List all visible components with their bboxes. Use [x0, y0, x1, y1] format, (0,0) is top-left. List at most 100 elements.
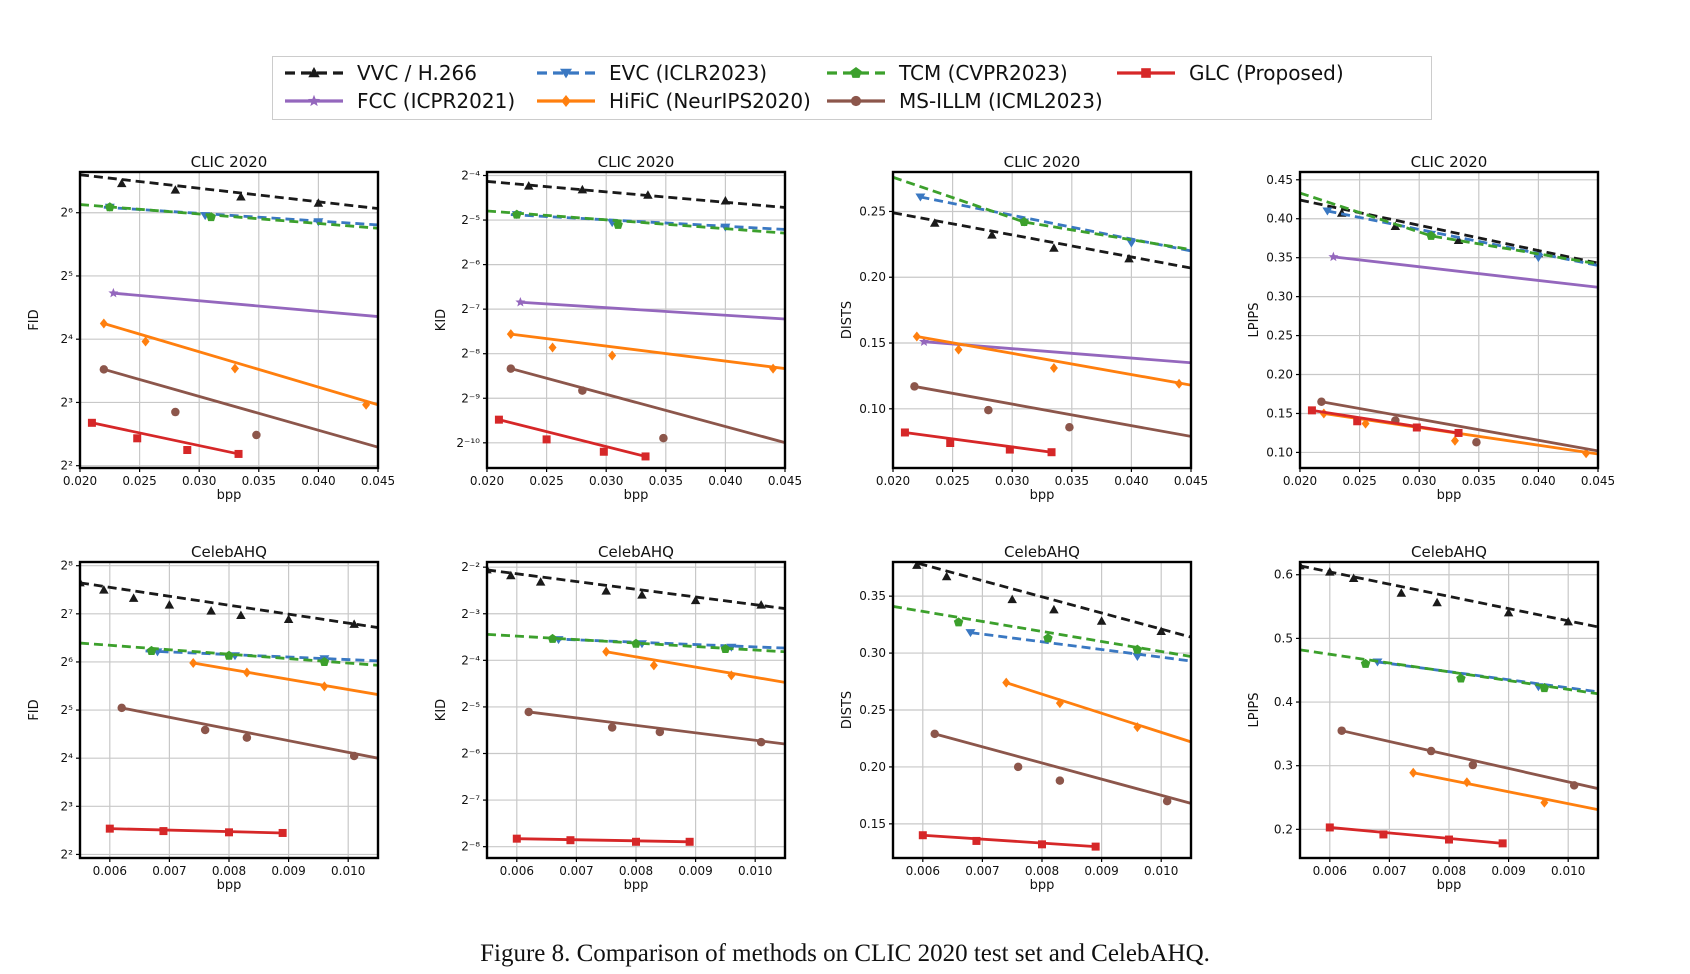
data-point-vvc-h-266	[506, 570, 516, 580]
data-point-ms-illm-icml2023	[578, 386, 587, 395]
data-point-vvc-h-266	[1396, 588, 1407, 597]
data-point-glc-proposed	[159, 827, 168, 836]
data-point-tcm-cvpr2023	[146, 645, 157, 655]
y-tick-label: 0.15	[1266, 406, 1293, 420]
series-group	[1300, 562, 1598, 848]
x-tick-label: 0.025	[1342, 474, 1376, 488]
series-group	[893, 175, 1191, 457]
series-line-evc-iclr2023	[552, 637, 785, 650]
y-tick-label: 0.15	[859, 817, 886, 831]
data-point-vvc-h-266	[236, 192, 246, 201]
data-point-hific-neurips2020	[1361, 418, 1370, 429]
legend-swatch	[827, 95, 885, 107]
series-group	[80, 577, 378, 837]
data-point-vvc-h-266	[637, 590, 647, 599]
data-point-glc-proposed	[1005, 445, 1014, 454]
legend-item-fcc-icpr2021: FCC (ICPR2021)	[281, 89, 515, 113]
series-line-evc-iclr2023	[510, 213, 785, 231]
series-line-evc-iclr2023	[103, 205, 378, 227]
y-tick-label: 2⁻⁶	[461, 747, 480, 761]
y-axis-label: KID	[434, 699, 449, 721]
data-point-vvc-h-266	[116, 178, 127, 188]
x-tick-label: 0.010	[331, 864, 365, 878]
y-tick-label: 0.30	[859, 646, 886, 660]
x-tick-label: 0.010	[738, 864, 772, 878]
data-point-evc-iclr2023	[1132, 652, 1143, 661]
data-point-vvc-h-266	[1096, 616, 1107, 625]
y-tick-label: 2⁶	[61, 655, 74, 669]
series-line-fcc-icpr2021	[113, 291, 378, 318]
series-line-glc-proposed	[498, 418, 646, 458]
data-point-glc-proposed	[1091, 842, 1100, 851]
y-tick-label: 2⁸	[61, 559, 74, 573]
y-tick-label: 2⁻⁹	[461, 391, 480, 405]
panel-celebahq-fid: 0.006 0.007 0.008 0.009 0.010 2² 2³ 2⁴ 2⁵ 2⁶ 2⁷ 2⁸ C…	[27, 543, 380, 893]
x-axis-label: bpp	[217, 878, 242, 893]
series-line-tcm-cvpr2023	[893, 605, 1191, 658]
data-point-hific-neurips2020	[1582, 448, 1591, 459]
data-point-glc-proposed	[234, 449, 243, 458]
data-point-hific-neurips2020	[189, 658, 198, 669]
legend-label: TCM (CVPR2023)	[899, 61, 1068, 85]
data-point-ms-illm-icml2023	[1317, 397, 1326, 407]
series-line-vvc-h-266	[907, 562, 1191, 639]
series-line-ms-illm-icml2023	[510, 367, 785, 444]
data-point-ms-illm-icml2023	[1065, 422, 1074, 432]
legend-item-evc-iclr2023: EVC (ICLR2023)	[533, 61, 767, 85]
series-line-glc-proposed	[1311, 408, 1459, 435]
data-point-tcm-cvpr2023	[1019, 216, 1029, 227]
data-point-glc-proposed	[512, 834, 521, 843]
x-tick-label: 0.006	[906, 864, 940, 878]
series-line-vvc-h-266	[487, 180, 785, 209]
series-line-glc-proposed	[91, 421, 239, 456]
data-point-glc-proposed	[685, 837, 694, 846]
data-point-ms-illm-icml2023	[242, 733, 252, 742]
y-tick-label: 2⁶	[61, 206, 74, 220]
data-point-vvc-h-266	[577, 184, 588, 194]
data-point-vvc-h-266	[1325, 567, 1335, 576]
y-tick-label: 0.35	[1266, 251, 1293, 265]
data-point-glc-proposed	[1047, 448, 1056, 457]
legend-swatch	[285, 94, 343, 107]
data-point-ms-illm-icml2023	[506, 364, 516, 373]
data-point-tcm-cvpr2023	[224, 650, 234, 660]
data-point-tcm-cvpr2023	[1426, 230, 1436, 240]
data-point-hific-neurips2020	[506, 329, 515, 340]
y-tick-label: 2²	[61, 847, 74, 861]
series-line-tcm-cvpr2023	[487, 209, 785, 235]
data-point-tcm-cvpr2023	[319, 656, 330, 666]
data-point-glc-proposed	[183, 446, 192, 455]
data-point-hific-neurips2020	[1055, 698, 1064, 709]
x-tick-label: 0.035	[242, 474, 276, 488]
series-line-hific-neurips2020	[103, 322, 378, 407]
data-point-ms-illm-icml2023	[524, 707, 533, 717]
y-tick-label: 2⁻⁶	[461, 258, 480, 272]
x-tick-label: 0.008	[1025, 864, 1059, 878]
data-point-vvc-h-266	[756, 600, 766, 609]
y-tick-label: 2⁴	[61, 751, 74, 765]
y-tick-label: 2⁻⁵	[461, 700, 480, 714]
x-tick-label: 0.030	[182, 474, 216, 488]
x-tick-label: 0.020	[876, 474, 910, 488]
x-axis-label: bpp	[1437, 878, 1462, 893]
data-point-vvc-h-266	[128, 593, 139, 602]
data-point-hific-neurips2020	[1133, 722, 1142, 733]
data-point-tcm-cvpr2023	[1360, 658, 1371, 668]
legend-item-ms-illm-icml2023: MS-ILLM (ICML2023)	[823, 89, 1103, 113]
data-point-tcm-cvpr2023	[1456, 673, 1466, 683]
y-tick-label: 2³	[61, 799, 74, 813]
y-tick-label: 0.4	[1274, 695, 1293, 709]
series-line-fcc-icpr2021	[520, 300, 785, 321]
series-group	[1300, 191, 1598, 459]
panel-clic-2020-dists: 0.020 0.025 0.030 0.035 0.040 0.045 0.10 0.15 0.…	[840, 153, 1208, 503]
panel-title: CelebAHQ	[1411, 543, 1487, 561]
data-point-glc-proposed	[1454, 428, 1463, 437]
x-tick-label: 0.025	[935, 474, 969, 488]
data-point-ms-illm-icml2023	[607, 723, 617, 732]
data-point-vvc-h-266	[349, 619, 359, 628]
series-line-evc-iclr2023	[970, 631, 1191, 663]
series-line-vvc-h-266	[80, 173, 378, 210]
y-tick-label: 0.40	[1266, 212, 1293, 226]
data-point-glc-proposed	[1038, 840, 1046, 849]
legend-marker-icon	[1141, 68, 1151, 78]
